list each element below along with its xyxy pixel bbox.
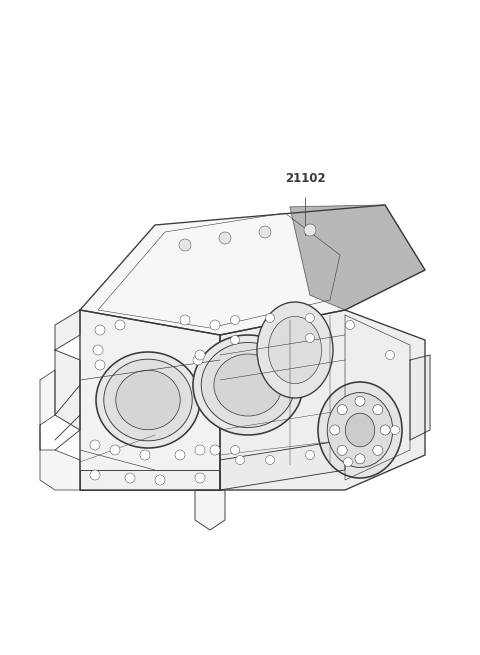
Ellipse shape bbox=[175, 450, 185, 460]
Ellipse shape bbox=[318, 382, 402, 478]
Ellipse shape bbox=[219, 232, 231, 244]
Ellipse shape bbox=[305, 451, 314, 460]
Ellipse shape bbox=[155, 475, 165, 485]
Ellipse shape bbox=[230, 316, 240, 324]
Polygon shape bbox=[195, 490, 225, 530]
Ellipse shape bbox=[355, 396, 365, 406]
Ellipse shape bbox=[330, 425, 340, 435]
Ellipse shape bbox=[268, 316, 322, 384]
Ellipse shape bbox=[355, 454, 365, 464]
Ellipse shape bbox=[373, 405, 383, 415]
Ellipse shape bbox=[265, 455, 275, 464]
Ellipse shape bbox=[115, 320, 125, 330]
Ellipse shape bbox=[373, 445, 383, 455]
Ellipse shape bbox=[259, 226, 271, 238]
Polygon shape bbox=[55, 350, 80, 430]
Ellipse shape bbox=[193, 355, 203, 365]
Ellipse shape bbox=[193, 335, 303, 435]
Ellipse shape bbox=[140, 450, 150, 460]
Ellipse shape bbox=[230, 335, 240, 345]
Ellipse shape bbox=[391, 426, 399, 434]
Polygon shape bbox=[55, 310, 80, 350]
Ellipse shape bbox=[195, 350, 205, 360]
Polygon shape bbox=[290, 205, 425, 310]
Ellipse shape bbox=[344, 457, 352, 466]
Ellipse shape bbox=[337, 445, 347, 455]
Ellipse shape bbox=[305, 333, 314, 343]
Ellipse shape bbox=[214, 354, 282, 416]
Polygon shape bbox=[80, 205, 425, 335]
Ellipse shape bbox=[104, 359, 192, 441]
Ellipse shape bbox=[110, 445, 120, 455]
Ellipse shape bbox=[90, 440, 100, 450]
Ellipse shape bbox=[346, 320, 355, 329]
Ellipse shape bbox=[179, 239, 191, 251]
Ellipse shape bbox=[125, 473, 135, 483]
Ellipse shape bbox=[95, 325, 105, 335]
Ellipse shape bbox=[380, 425, 390, 435]
Ellipse shape bbox=[327, 392, 393, 468]
Ellipse shape bbox=[116, 370, 180, 430]
Ellipse shape bbox=[345, 413, 375, 447]
Ellipse shape bbox=[201, 343, 295, 428]
Ellipse shape bbox=[337, 405, 347, 415]
Polygon shape bbox=[220, 310, 425, 490]
Ellipse shape bbox=[195, 473, 205, 483]
Ellipse shape bbox=[305, 314, 314, 322]
Text: 21102: 21102 bbox=[285, 172, 325, 185]
Polygon shape bbox=[80, 470, 220, 490]
Ellipse shape bbox=[304, 224, 316, 236]
Ellipse shape bbox=[93, 345, 103, 355]
Ellipse shape bbox=[230, 445, 240, 455]
Ellipse shape bbox=[210, 320, 220, 330]
Ellipse shape bbox=[257, 302, 333, 398]
Ellipse shape bbox=[180, 315, 190, 325]
Ellipse shape bbox=[210, 445, 220, 455]
Polygon shape bbox=[220, 440, 345, 490]
Ellipse shape bbox=[96, 352, 200, 448]
Polygon shape bbox=[80, 310, 220, 490]
Ellipse shape bbox=[195, 445, 205, 455]
Polygon shape bbox=[40, 370, 80, 490]
Ellipse shape bbox=[265, 314, 275, 322]
Polygon shape bbox=[410, 355, 430, 440]
Ellipse shape bbox=[95, 360, 105, 370]
Ellipse shape bbox=[236, 455, 244, 464]
Ellipse shape bbox=[385, 350, 395, 360]
Ellipse shape bbox=[90, 470, 100, 480]
